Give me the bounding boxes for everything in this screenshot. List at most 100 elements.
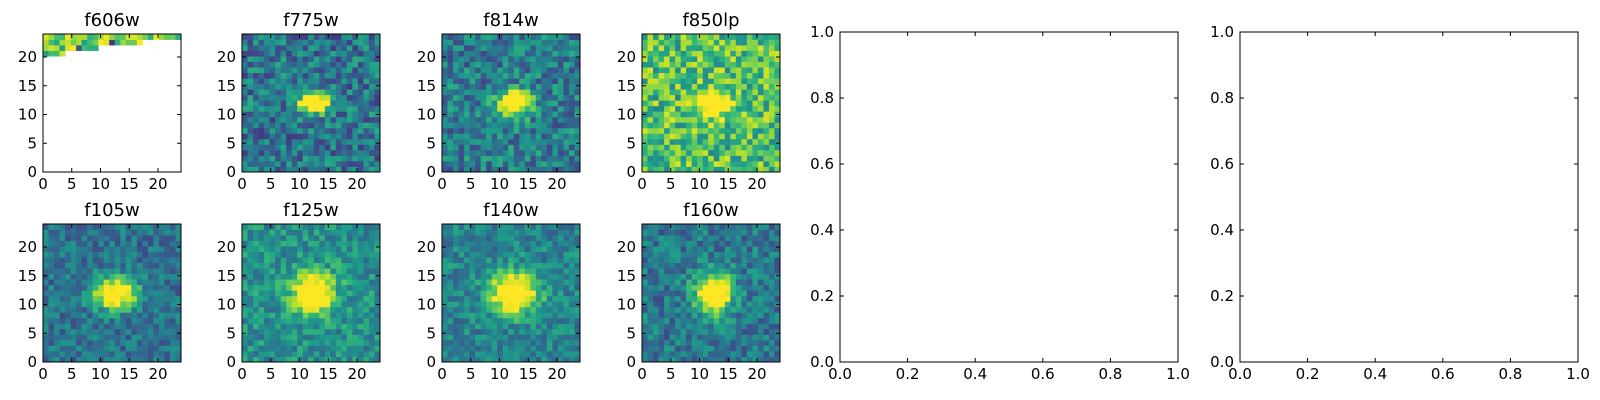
pixel-cell <box>702 334 709 341</box>
pixel-cell <box>302 339 309 346</box>
pixel-cell <box>98 257 105 264</box>
pixel-cell <box>557 356 564 363</box>
pixel-cell <box>664 94 670 101</box>
pixel-cell <box>269 295 276 302</box>
pixel-cell <box>335 94 342 101</box>
pixel-cell <box>464 339 470 346</box>
pixel-cell <box>269 138 276 145</box>
pixel-cell <box>675 257 682 264</box>
pixel-cell <box>524 116 531 123</box>
pixel-cell <box>541 284 548 291</box>
pixel-cell <box>697 229 704 236</box>
pixel-cell <box>763 72 770 79</box>
pixel-cell <box>502 111 509 118</box>
pixel-cell <box>158 34 165 40</box>
pixel-cell <box>535 356 542 363</box>
pixel-cell <box>513 229 520 236</box>
pixel-cell <box>242 78 248 85</box>
pixel-cell <box>774 100 781 107</box>
pixel-cell <box>719 155 726 162</box>
pixel-cell <box>442 317 448 324</box>
pixel-cell <box>308 229 315 236</box>
pixel-cell <box>469 301 476 308</box>
pixel-cell <box>680 133 687 140</box>
pixel-cell <box>557 105 564 112</box>
pixel-cell <box>319 155 326 162</box>
pixel-cell <box>697 235 704 241</box>
pixel-cell <box>87 246 94 252</box>
pixel-cell <box>346 144 353 151</box>
pixel-cell <box>702 67 709 74</box>
pixel-cell <box>352 323 359 330</box>
pixel-cell <box>442 262 448 269</box>
pixel-cell <box>557 100 564 107</box>
pixel-cell <box>275 229 282 236</box>
pixel-cell <box>546 105 553 112</box>
pixel-cell <box>442 235 448 241</box>
pixel-cell <box>242 122 248 129</box>
pixel-cell <box>92 229 99 236</box>
pixel-cell <box>563 144 570 151</box>
pixel-cell <box>713 160 720 167</box>
pixel-cell <box>691 61 698 68</box>
pixel-cell <box>513 317 520 324</box>
pixel-cell <box>658 160 665 167</box>
pixel-cell <box>568 111 575 118</box>
pixel-cell <box>458 94 465 101</box>
pixel-cell <box>253 56 259 62</box>
pixel-cell <box>59 268 66 275</box>
pixel-cell <box>341 67 348 74</box>
pixel-cell <box>363 339 370 346</box>
pixel-cell <box>158 334 165 341</box>
pixel-cell <box>741 279 748 286</box>
pixel-cell <box>763 100 770 107</box>
pixel-cell <box>458 257 465 264</box>
pixel-cell <box>519 94 526 101</box>
pixel-cell <box>253 317 259 324</box>
pixel-cell <box>81 290 88 297</box>
pixel-cell <box>291 144 298 151</box>
pixel-cell <box>142 279 149 286</box>
pixel-cell <box>308 94 315 101</box>
pixel-cell <box>54 323 60 330</box>
y-tick-label: 0 <box>27 163 37 181</box>
pixel-cell <box>642 105 648 112</box>
pixel-cell <box>242 306 248 313</box>
pixel-cell <box>302 356 309 363</box>
pixel-cell <box>653 246 659 252</box>
subplot-title: f606w <box>84 10 139 31</box>
pixel-cell <box>686 246 693 252</box>
pixel-cell <box>164 317 171 324</box>
pixel-cell <box>48 328 55 335</box>
pixel-cell <box>768 149 775 156</box>
pixel-cell <box>341 279 348 286</box>
pixel-cell <box>502 138 509 145</box>
pixel-cell <box>253 295 259 302</box>
pixel-cell <box>574 246 581 252</box>
pixel-cell <box>120 229 127 236</box>
pixel-cell <box>447 240 454 247</box>
pixel-cell <box>341 334 348 341</box>
pixel-cell <box>357 350 364 357</box>
pixel-cell <box>658 83 665 90</box>
pixel-cell <box>453 72 459 79</box>
pixel-cell <box>746 105 753 112</box>
x-tick-label: 20 <box>148 365 167 383</box>
pixel-cell <box>341 83 348 90</box>
pixel-cell <box>546 301 553 308</box>
pixel-cell <box>508 111 515 118</box>
pixel-cell <box>752 273 759 280</box>
pixel-cell <box>642 229 648 236</box>
pixel-cell <box>774 345 781 352</box>
pixel-cell <box>70 334 77 341</box>
pixel-cell <box>164 240 171 247</box>
pixel-cell <box>114 39 121 46</box>
pixel-cell <box>480 235 487 241</box>
pixel-cell <box>486 290 493 297</box>
y-tick-label: 10 <box>18 296 37 314</box>
pixel-cell <box>313 229 320 236</box>
pixel-cell <box>453 78 459 85</box>
x-tick-label: 0 <box>237 365 247 383</box>
pixel-cell <box>319 306 326 313</box>
pixel-cell <box>363 323 370 330</box>
